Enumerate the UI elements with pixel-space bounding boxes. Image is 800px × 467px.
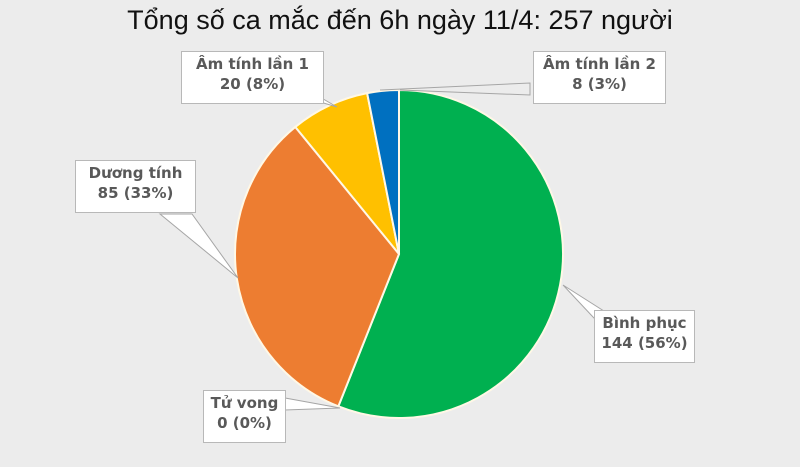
label-name: Bình phục — [602, 314, 687, 332]
label-name: Âm tính lần 2 — [543, 55, 656, 73]
label-value: 144 (56%) — [601, 334, 688, 352]
data-label-tu-vong: Tử vong 0 (0%) — [203, 390, 286, 443]
chart-title: Tổng số ca mắc đến 6h ngày 11/4: 257 ngư… — [127, 5, 673, 35]
pie-slice-bình-phục — [337, 88, 564, 419]
data-label-binh-phuc: Bình phục 144 (56%) — [594, 310, 695, 363]
label-value: 8 (3%) — [572, 75, 627, 93]
label-value: 85 (33%) — [97, 184, 174, 202]
callout-pointer-am2 — [379, 82, 531, 96]
label-name: Tử vong — [210, 394, 279, 412]
pie-slice-âm-tính-lần-2 — [365, 88, 400, 255]
label-value: 20 (8%) — [219, 75, 286, 93]
label-name: Âm tính lần 1 — [196, 55, 309, 73]
label-value: 0 (0%) — [217, 414, 272, 432]
data-label-am-tinh-lan-1: Âm tính lần 1 20 (8%) — [181, 51, 324, 104]
callout-pointer-duong — [158, 213, 239, 279]
pie-slice-dương-tính — [234, 125, 401, 408]
label-name: Dương tính — [88, 164, 183, 182]
data-label-duong-tinh: Dương tính 85 (33%) — [75, 160, 196, 213]
data-label-am-tinh-lan-2: Âm tính lần 2 8 (3%) — [533, 51, 666, 104]
